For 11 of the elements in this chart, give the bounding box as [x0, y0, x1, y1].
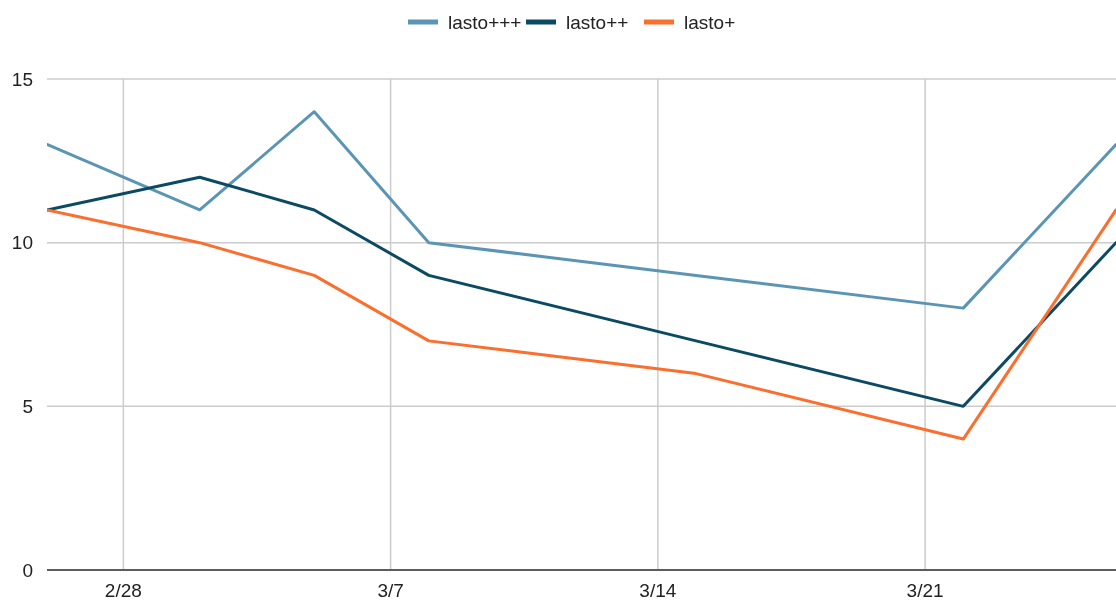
y-tick-label: 5: [22, 395, 33, 417]
legend-label: lasto+++: [448, 11, 522, 33]
x-tick-label: 3/21: [906, 580, 944, 601]
x-tick-label: 2/28: [104, 580, 142, 601]
y-tick-label: 10: [11, 232, 33, 254]
legend-label: lasto++: [566, 11, 629, 33]
legend-label: lasto+: [684, 11, 736, 33]
y-tick-label: 0: [22, 559, 33, 581]
x-tick-label: 3/7: [377, 580, 404, 601]
x-tick-label: 3/14: [639, 580, 677, 601]
y-tick-label: 15: [11, 68, 33, 90]
